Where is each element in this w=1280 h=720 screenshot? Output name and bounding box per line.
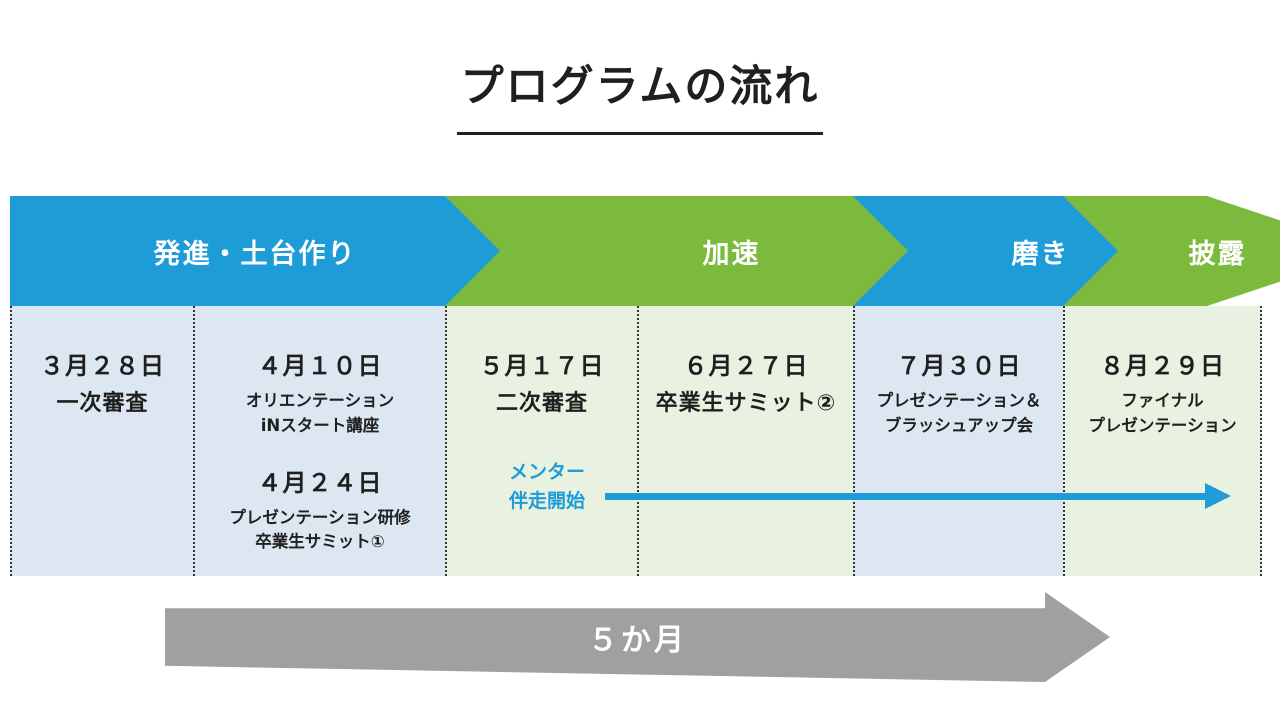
page-title: プログラムの流れ: [456, 52, 824, 135]
duration-arrow: ５か月: [165, 592, 1110, 682]
event-block: ４月１０日 オリエンテーション iNスタート講座: [246, 346, 394, 439]
event-date: ４月２４日: [257, 468, 383, 497]
event-date: ７月３０日: [896, 352, 1022, 380]
event-date: ４月１０日: [257, 352, 383, 380]
column-august: ８月２９日 ファイナル プレゼンテーション: [1063, 306, 1262, 576]
duration-label: ５か月: [588, 623, 687, 658]
event-block: ６月２７日 卒業生サミット②: [656, 346, 837, 420]
event-line: 二次審査: [495, 391, 588, 416]
mentor-line: 伴走開始: [508, 490, 585, 513]
event-line: 一次審査: [56, 391, 149, 416]
mentor-support-label: メンター 伴走開始: [492, 458, 602, 517]
event-date: ６月２７日: [683, 352, 809, 380]
event-block: ７月３０日 プレゼンテーション＆ ブラッシュアップ会: [877, 346, 1042, 439]
event-block: ４月２４日 プレゼンテーション研修 卒業生サミット①: [229, 463, 410, 556]
phase-label: 披露: [1188, 238, 1247, 270]
event-date: ８月２９日: [1099, 352, 1225, 380]
event-line: 卒業生サミット②: [655, 391, 837, 416]
event-block: ３月２８日 一次審査: [40, 346, 165, 420]
event-line: プレゼンテーション＆: [876, 391, 1042, 410]
event-line: iNスタート講座: [260, 415, 380, 435]
timeline-columns: ３月２８日 一次審査 ４月１０日 オリエンテーション iNスタート講座 ４月２４…: [0, 306, 1280, 576]
phase-label: 発進・土台作り: [153, 238, 357, 270]
event-block: ５月１７日 二次審査: [480, 346, 605, 420]
event-line: ファイナル: [1121, 391, 1204, 410]
phase-label: 磨き: [1011, 238, 1070, 270]
event-line: プレゼンテーション研修: [229, 507, 411, 527]
mentor-line: メンター: [508, 461, 585, 483]
event-line: オリエンテーション: [245, 391, 395, 410]
event-date: ５月１７日: [479, 352, 605, 380]
title-wrap: プログラムの流れ: [0, 52, 1280, 135]
column-april: ４月１０日 オリエンテーション iNスタート講座 ４月２４日 プレゼンテーション…: [193, 306, 445, 576]
phase-presentation: 披露: [1063, 196, 1280, 306]
event-line: 卒業生サミット①: [255, 532, 385, 552]
mentor-arrow: [605, 493, 1205, 500]
event-block: ８月２９日 ファイナル プレゼンテーション: [1088, 346, 1236, 439]
event-line: プレゼンテーション: [1088, 415, 1237, 435]
column-may: ５月１７日 二次審査: [445, 306, 637, 576]
mentor-arrow-head-icon: [1205, 483, 1231, 509]
phase-label: 加速: [702, 238, 761, 270]
column-june: ６月２７日 卒業生サミット②: [637, 306, 853, 576]
event-line: ブラッシュアップ会: [884, 415, 1034, 435]
column-march: ３月２８日 一次審査: [10, 306, 193, 576]
event-date: ３月２８日: [40, 352, 165, 380]
phase-banner: 発進・土台作り 加速 磨き 披露: [0, 196, 1280, 306]
column-july: ７月３０日 プレゼンテーション＆ ブラッシュアップ会: [853, 306, 1063, 576]
